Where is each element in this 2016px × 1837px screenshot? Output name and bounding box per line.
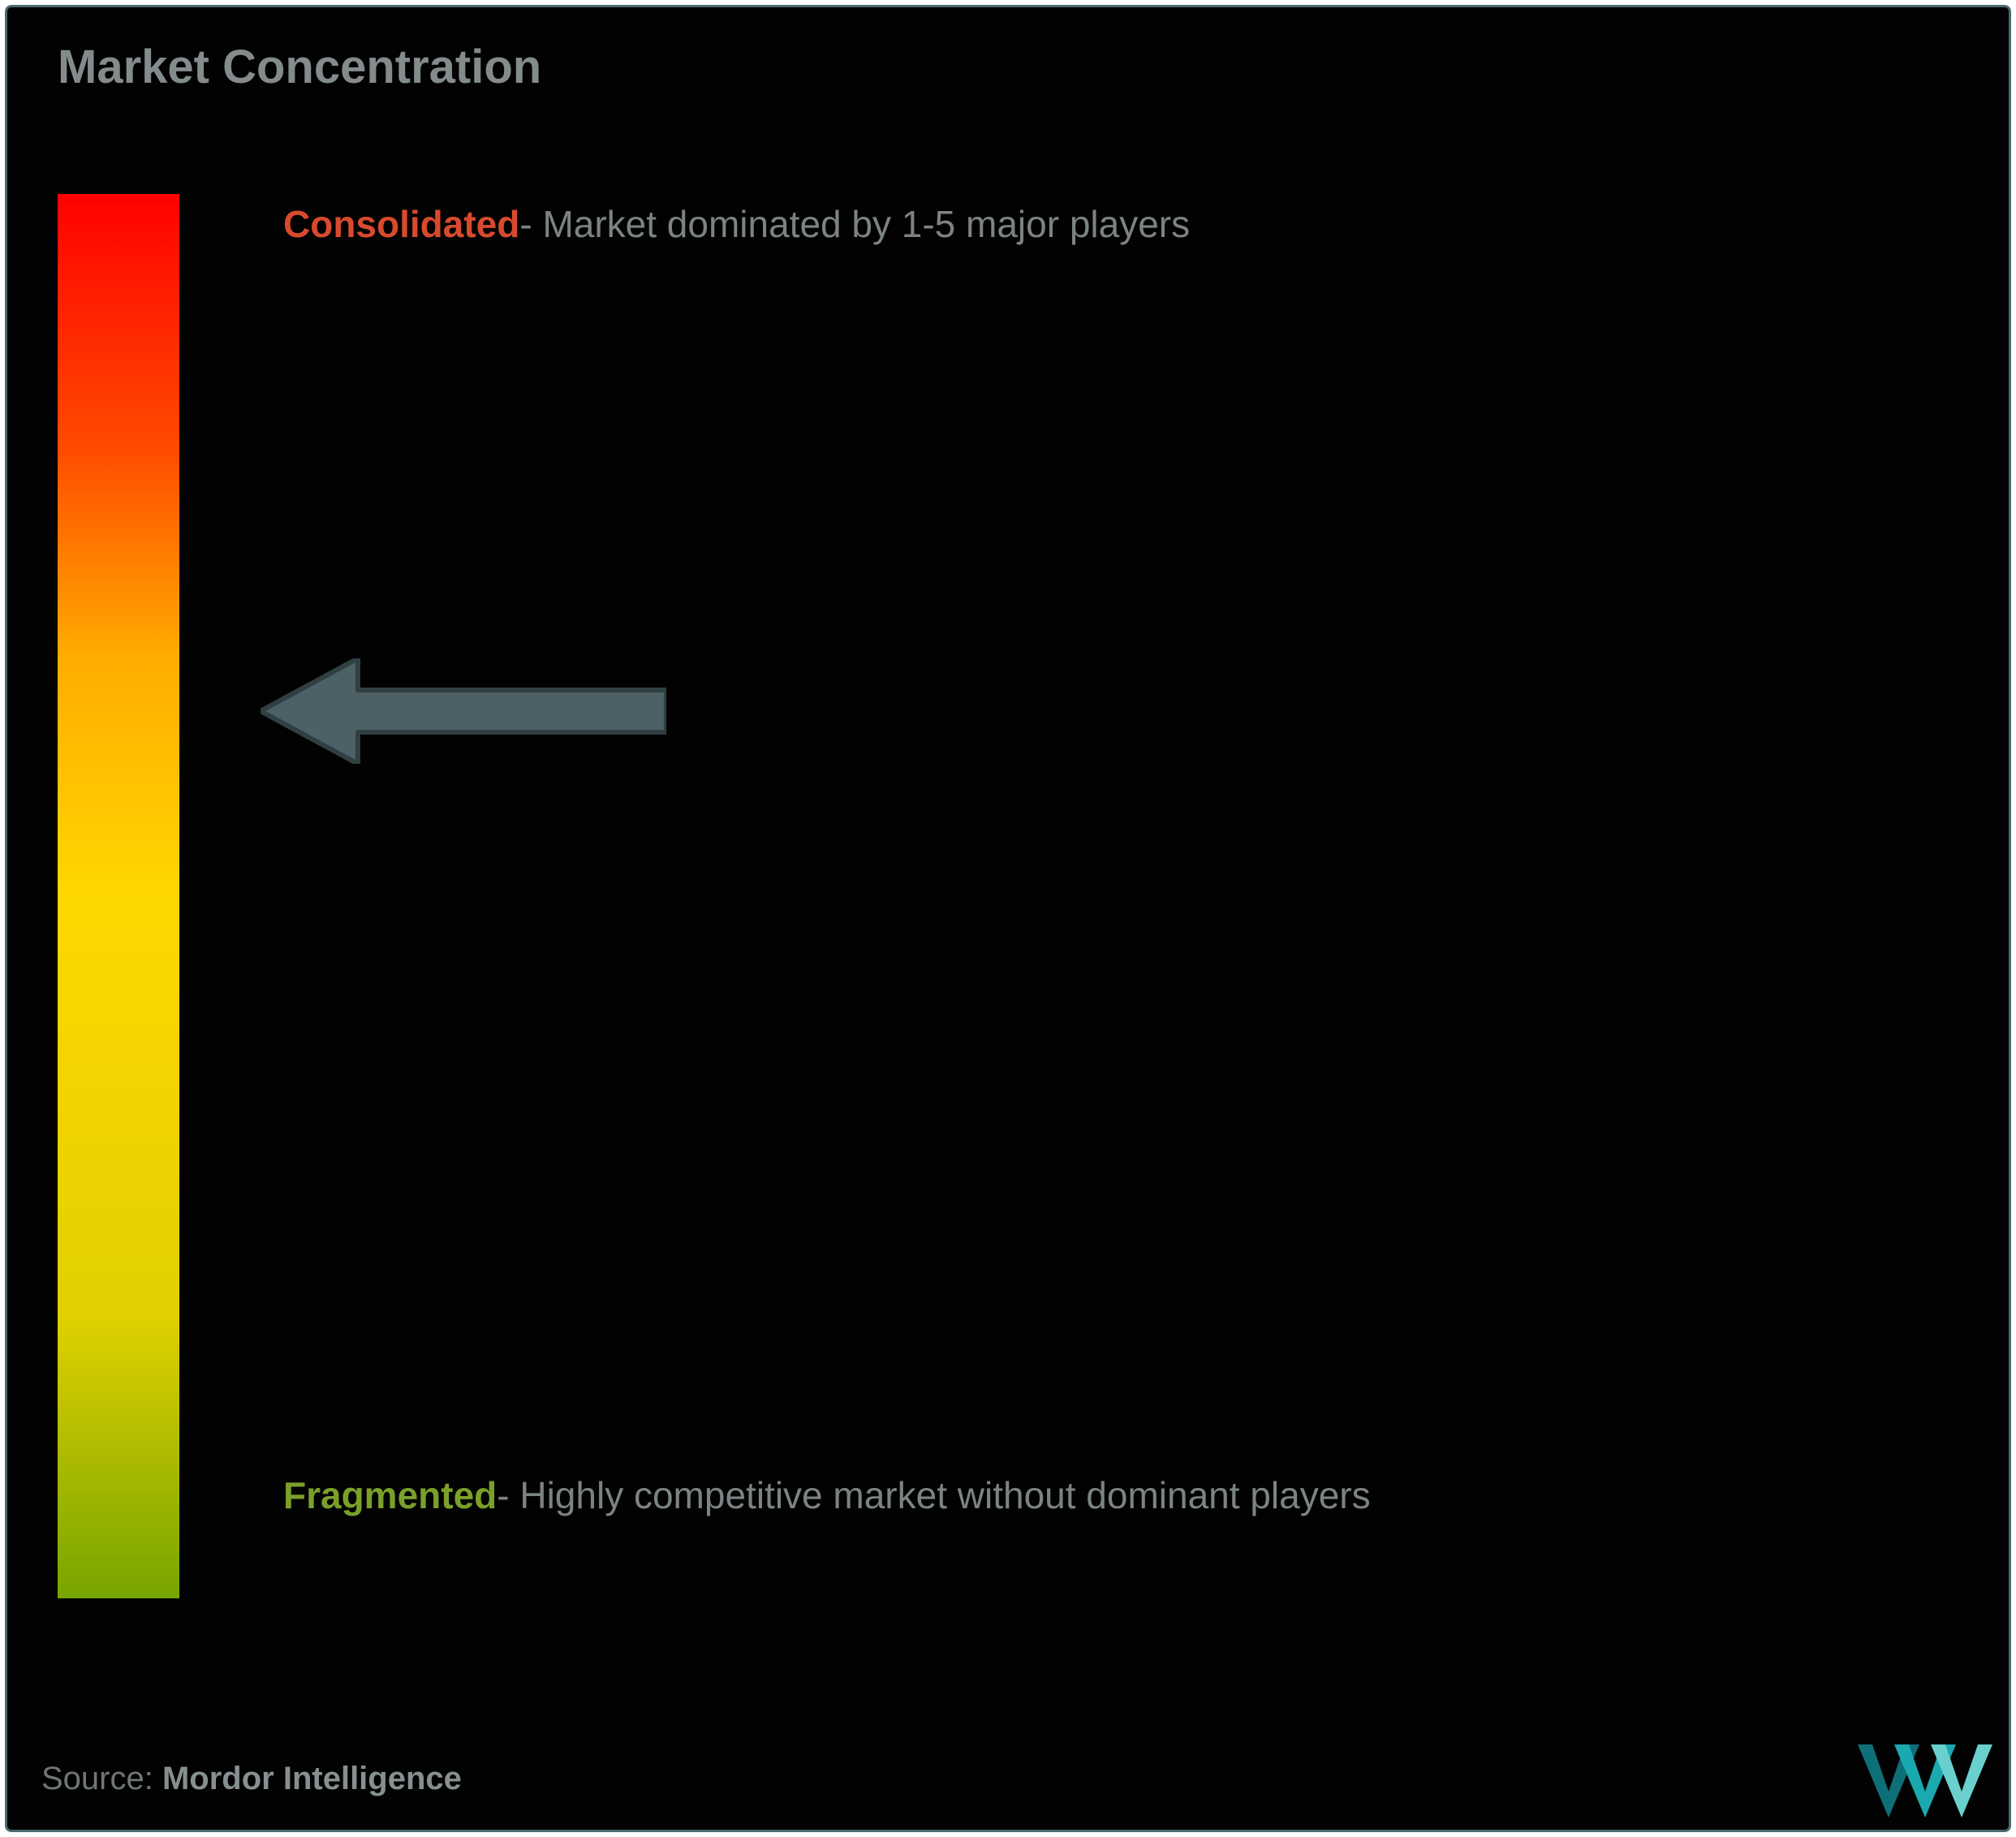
gradient-bar-svg bbox=[58, 194, 179, 1598]
arrow-icon bbox=[261, 658, 666, 764]
position-arrow bbox=[261, 658, 666, 764]
fragmented-desc: - Highly competitive market without domi… bbox=[497, 1474, 1370, 1516]
consolidated-lead: Consolidated bbox=[283, 203, 519, 245]
logo-icon bbox=[1858, 1728, 2004, 1826]
market-concentration-card: Market Concentration Consolidated- Marke… bbox=[5, 5, 2011, 1832]
card-title: Market Concentration bbox=[58, 40, 541, 94]
source-attribution: Source: Mordor Intelligence bbox=[41, 1761, 462, 1797]
fragmented-lead: Fragmented bbox=[283, 1474, 497, 1516]
concentration-gradient-bar bbox=[58, 194, 179, 1598]
mordor-logo bbox=[1858, 1728, 2004, 1826]
fragmented-label: Fragmented- Highly competitive market wi… bbox=[283, 1467, 1785, 1524]
source-label: Source: bbox=[41, 1761, 162, 1796]
consolidated-label: Consolidated- Market dominated by 1-5 ma… bbox=[283, 196, 1825, 253]
consolidated-desc: - Market dominated by 1-5 major players bbox=[519, 203, 1190, 245]
source-name: Mordor Intelligence bbox=[162, 1761, 462, 1796]
